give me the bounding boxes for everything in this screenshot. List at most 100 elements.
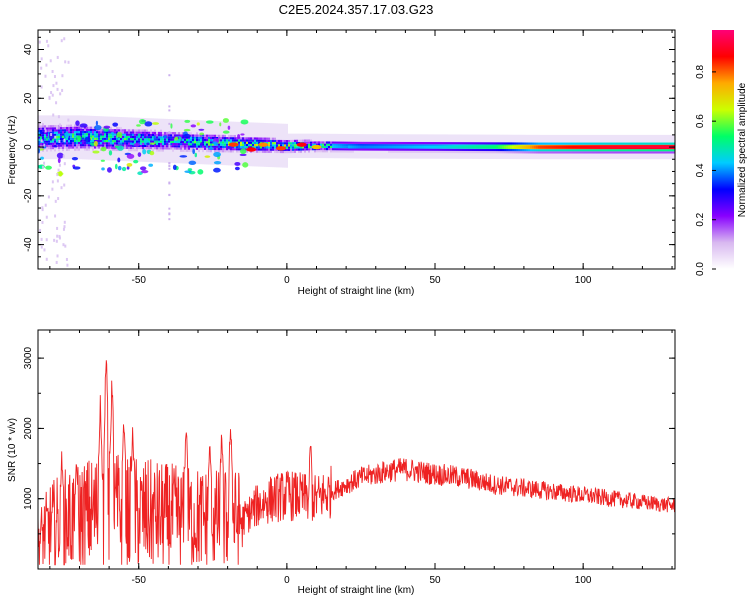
heatmap-core-cell: [436, 145, 438, 149]
heatmap-cell: [182, 145, 184, 148]
heatmap-cell: [220, 150, 222, 153]
heatmap-cell: [76, 148, 78, 151]
heatmap-cell: [326, 145, 328, 149]
heatmap-cell: [110, 133, 112, 136]
heatmap-cell: [612, 151, 614, 154]
heatmap-cell: [146, 131, 148, 134]
heatmap-cell: [552, 149, 554, 152]
heatmap-cell: [360, 148, 362, 151]
heatmap-cell: [624, 142, 626, 145]
heatmap-core-cell: [578, 145, 580, 149]
heatmap-cell: [148, 131, 150, 134]
heatmap-cell: [438, 148, 440, 151]
heatmap-core-cell: [416, 145, 418, 149]
heatmap-cell: [86, 133, 88, 136]
heatmap-cell: [494, 151, 496, 154]
heatmap-cell: [38, 132, 40, 135]
heatmap-cell: [58, 138, 60, 141]
heatmap-core-cell: [658, 145, 660, 149]
heatmap-blob: [126, 162, 133, 167]
heatmap-cell: [618, 151, 620, 154]
heatmap-cell: [46, 134, 48, 137]
heatmap-cell: [616, 149, 618, 152]
heatmap-cell: [576, 149, 578, 152]
heatmap-core-cell: [630, 145, 632, 149]
heatmap-cell: [100, 135, 102, 138]
heatmap-cell: [246, 146, 248, 149]
heatmap-cell: [402, 150, 404, 153]
heatmap-cell: [70, 139, 72, 143]
heatmap-cell: [392, 141, 394, 145]
heatmap-blob: [227, 146, 233, 150]
heatmap-cell: [156, 134, 158, 137]
heatmap-cell: [108, 144, 110, 147]
heatmap-blob: [242, 162, 249, 168]
heatmap-cell: [286, 142, 288, 145]
heatmap-cell: [84, 126, 86, 129]
heatmap-cell: [532, 142, 534, 145]
heatmap-cell: [108, 142, 110, 145]
heatmap-cell: [346, 148, 348, 151]
heatmap-cell: [432, 150, 434, 154]
heatmap-cell: [150, 144, 152, 148]
heatmap-cell: [250, 141, 252, 144]
heatmap-core-cell: [648, 145, 650, 149]
heatmap-cell: [124, 142, 126, 145]
heatmap-cell: [632, 151, 634, 154]
heatmap-cell: [440, 144, 442, 147]
heatmap-cell: [574, 149, 576, 152]
heatmap-cell: [142, 129, 144, 132]
heatmap-cell: [42, 131, 44, 135]
heatmap-cell: [170, 136, 172, 139]
heatmap-cell: [84, 133, 86, 136]
heatmap-cell: [482, 151, 484, 154]
heatmap-cell: [144, 136, 146, 139]
heatmap-cell: [470, 144, 472, 147]
heatmap-cell: [72, 133, 74, 136]
heatmap-cell: [458, 150, 460, 154]
heatmap-core-cell: [604, 145, 606, 149]
heatmap-cell: [266, 148, 268, 151]
heatmap-core-cell: [472, 145, 474, 149]
heatmap-cell: [194, 145, 196, 148]
heatmap-cell: [416, 141, 418, 145]
heatmap-cell: [626, 142, 628, 145]
heatmap-blob: [198, 128, 205, 131]
heatmap-cell: [190, 134, 192, 137]
heatmap-cell: [188, 143, 190, 146]
heatmap-cell: [368, 141, 370, 145]
heatmap-cell: [338, 143, 340, 146]
heatmap-cell: [462, 144, 464, 147]
heatmap-cell: [120, 140, 122, 143]
heatmap-cell: [312, 148, 314, 151]
heatmap-cell: [152, 149, 154, 152]
heatmap-cell: [542, 151, 544, 154]
heatmap-blob: [107, 167, 112, 173]
heatmap-cell: [78, 126, 80, 129]
heatmap-cell: [320, 141, 322, 144]
heatmap-cell: [228, 137, 230, 140]
heatmap-cell: [408, 141, 410, 145]
heatmap-cell: [568, 149, 570, 152]
heatmap-cell: [130, 149, 132, 152]
heatmap-cell: [380, 144, 382, 147]
heatmap-cell: [322, 147, 324, 151]
heatmap-cell: [132, 131, 134, 134]
heatmap-cell: [650, 151, 652, 154]
heatmap-cell: [98, 144, 100, 147]
heatmap-cell: [200, 147, 202, 150]
heatmap-cell: [82, 137, 84, 140]
heatmap-cell: [242, 139, 244, 142]
heatmap-cell: [132, 146, 134, 150]
heatmap-cell: [190, 143, 192, 146]
heatmap-cell: [518, 149, 520, 152]
heatmap-cell: [492, 144, 494, 147]
heatmap-cell: [204, 136, 206, 139]
heatmap-blob: [184, 170, 192, 173]
heatmap-cell: [196, 143, 198, 146]
heatmap-cell: [390, 144, 392, 147]
heatmap-cell: [342, 143, 344, 146]
heatmap-cell: [496, 151, 498, 154]
heatmap-cell: [336, 145, 338, 149]
